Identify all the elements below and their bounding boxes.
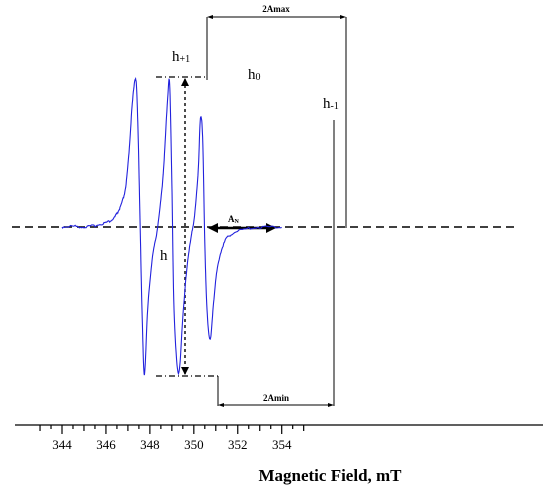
amin-arrow-right [328,403,334,407]
an-label: AN [228,214,240,225]
h0-main: h [248,67,256,83]
amax-arrow-left [207,15,213,19]
an-sub: N [235,219,240,225]
h-plus1-sub: +1 [180,54,191,65]
h0-sub: 0 [256,72,261,83]
x-tick-label: 344 [52,437,72,452]
h0-label: h0 [248,67,261,83]
h-minus1-sub: -1 [331,101,339,112]
an-arrow-left [208,223,218,233]
h-plus1-label: h+1 [172,49,190,65]
two-amax-label: 2Amax [262,4,290,14]
amax-arrow-right [340,15,346,19]
guide-lines [12,15,518,407]
h-plus1-main: h [172,49,180,65]
x-axis-title: Magnetic Field, mT [258,466,402,485]
h-arrow-down [181,367,189,375]
x-tick-label: 350 [184,437,204,452]
h-arrow-up [181,78,189,86]
x-tick-label: 348 [140,437,160,452]
h-minus1-main: h [323,96,331,112]
x-tick-label: 352 [228,437,248,452]
x-ticks [39,425,305,434]
amin-arrow-left [218,403,224,407]
h-minus1-label: h-1 [323,96,339,112]
h-label: h [160,248,168,264]
series-layer [61,77,282,376]
x-tick-label: 354 [272,437,292,452]
an-arrow-right [266,223,276,233]
an-main: A [228,214,235,224]
two-amin-label: 2Amin [263,393,289,403]
x-tick-label: 346 [96,437,116,452]
series-line [61,77,282,376]
tick-labels: 344 346 348 350 352 354 [52,437,292,452]
